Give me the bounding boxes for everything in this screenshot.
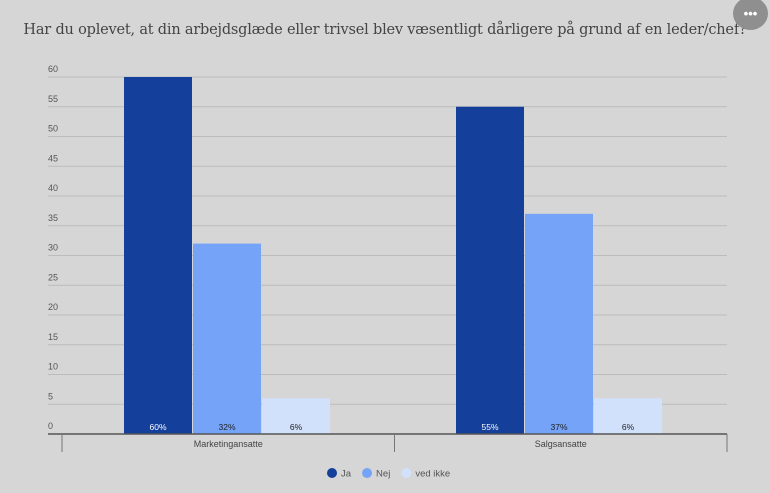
y-tick-label: 55 <box>48 94 58 104</box>
x-tick-label: Marketingansatte <box>194 439 263 449</box>
data-label: 6% <box>622 422 635 432</box>
legend-marker-icon <box>327 468 337 478</box>
x-tick-label: Salgsansatte <box>535 439 587 449</box>
bar-ja <box>456 106 524 434</box>
legend-marker-icon <box>401 468 412 478</box>
y-tick-label: 50 <box>48 124 58 134</box>
data-label: 32% <box>218 422 235 432</box>
data-label: 60% <box>149 422 166 432</box>
y-tick-label: 15 <box>48 332 58 342</box>
bar-nej <box>193 243 261 434</box>
legend-marker-icon <box>362 468 373 478</box>
data-label: 6% <box>290 422 303 432</box>
bar-ved-ikke <box>594 398 662 434</box>
y-tick-label: 0 <box>48 421 53 431</box>
legend-label: Nej <box>376 469 390 480</box>
y-tick-label: 10 <box>48 362 58 372</box>
bar-ja <box>124 77 192 434</box>
ellipsis-icon: ••• <box>743 6 758 21</box>
bar-ved-ikke <box>262 398 330 434</box>
y-tick-label: 60 <box>48 64 58 74</box>
data-label: 55% <box>481 422 498 432</box>
y-tick-label: 5 <box>48 391 53 401</box>
y-tick-label: 45 <box>48 153 58 163</box>
legend-label: Ja <box>341 469 352 480</box>
legend-label: ved ikke <box>415 469 450 480</box>
more-options-button[interactable]: ••• <box>733 0 768 30</box>
y-tick-label: 25 <box>48 272 58 282</box>
data-label: 37% <box>550 422 567 432</box>
chart-title: Har du oplevet, at din arbejdsglæde elle… <box>23 22 747 38</box>
y-tick-label: 20 <box>48 302 58 312</box>
y-tick-label: 35 <box>48 213 58 223</box>
y-tick-label: 40 <box>48 183 58 193</box>
bar-nej <box>525 213 593 434</box>
y-tick-label: 30 <box>48 243 58 253</box>
